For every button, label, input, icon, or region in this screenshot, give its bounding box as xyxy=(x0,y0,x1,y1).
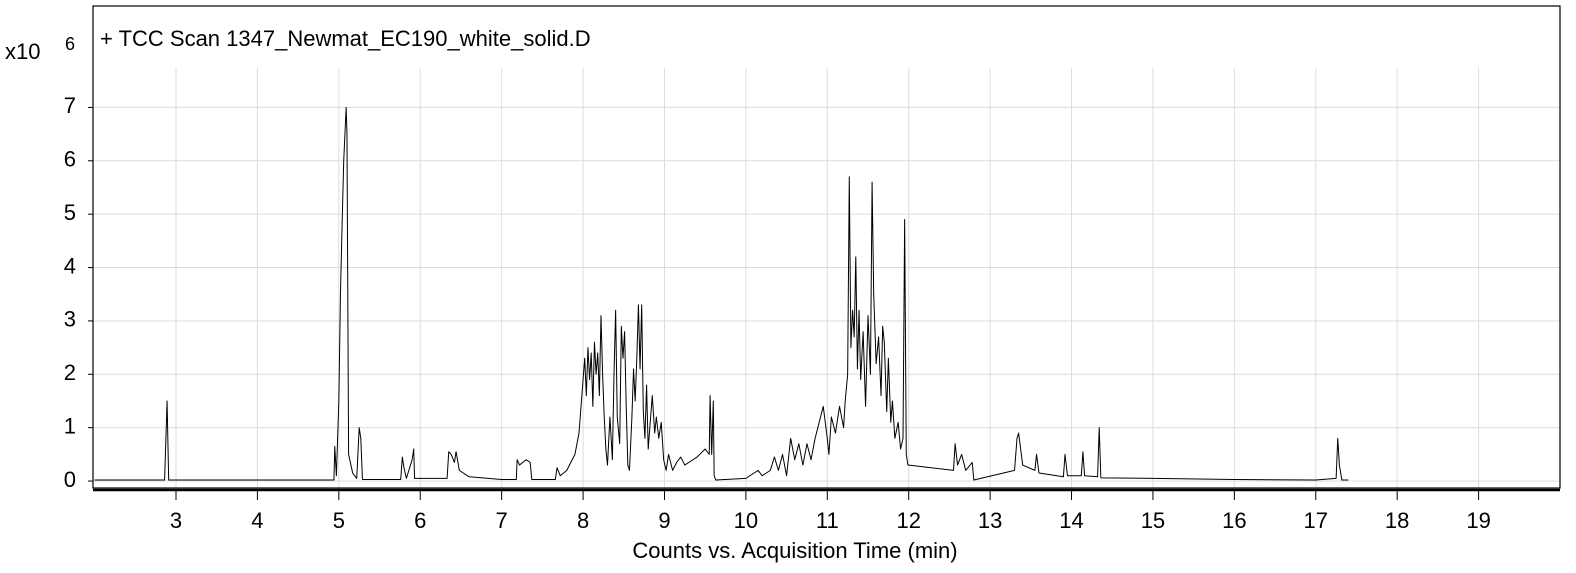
x-tick-label: 7 xyxy=(496,508,508,533)
x-tick-label: 19 xyxy=(1466,508,1490,533)
y-tick-label: 6 xyxy=(64,147,76,172)
y-tick-label: 7 xyxy=(64,93,76,118)
x-axis-title: Counts vs. Acquisition Time (min) xyxy=(632,538,957,563)
y-tick-label: 4 xyxy=(64,253,76,278)
x-tick-label: 9 xyxy=(658,508,670,533)
x-tick-label: 10 xyxy=(734,508,758,533)
x-tick-label: 17 xyxy=(1304,508,1328,533)
x-tick-label: 4 xyxy=(251,508,263,533)
x-tick-label: 13 xyxy=(978,508,1002,533)
x-tick-label: 15 xyxy=(1141,508,1165,533)
y-tick-label: 3 xyxy=(64,307,76,332)
y-tick-label: 5 xyxy=(64,200,76,225)
x-tick-label: 14 xyxy=(1059,508,1083,533)
plot-frame xyxy=(92,5,1561,489)
y-multiplier: x10 xyxy=(5,39,40,64)
y-tick-label: 2 xyxy=(64,360,76,385)
x-tick-label: 8 xyxy=(577,508,589,533)
y-exponent: 6 xyxy=(65,34,75,54)
x-tick-label: 12 xyxy=(896,508,920,533)
x-tick-label: 5 xyxy=(333,508,345,533)
x-tick-label: 3 xyxy=(170,508,182,533)
x-tick-label: 16 xyxy=(1222,508,1246,533)
trace xyxy=(94,106,1349,481)
y-tick-label: 1 xyxy=(64,413,76,438)
y-tick-label: 0 xyxy=(64,467,76,492)
chart-title: + TCC Scan 1347_Newmat_EC190_white_solid… xyxy=(100,26,591,51)
x-tick-label: 6 xyxy=(414,508,426,533)
x-tick-label: 11 xyxy=(816,508,839,533)
x-tick-label: 18 xyxy=(1385,508,1409,533)
